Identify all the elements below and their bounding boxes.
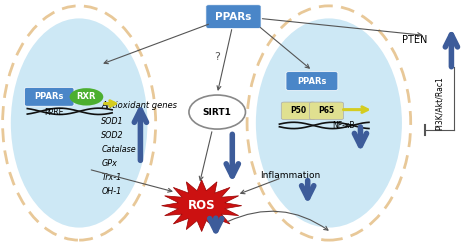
Text: Trx-1: Trx-1 <box>101 173 121 182</box>
Text: Inflammation: Inflammation <box>261 171 321 180</box>
FancyBboxPatch shape <box>25 88 74 106</box>
Text: P65: P65 <box>319 106 335 115</box>
FancyBboxPatch shape <box>281 102 315 120</box>
Text: PPARs: PPARs <box>215 12 252 22</box>
FancyBboxPatch shape <box>206 5 261 28</box>
Text: NF-κB: NF-κB <box>332 121 354 130</box>
Text: SOD1: SOD1 <box>101 117 124 126</box>
Ellipse shape <box>256 18 402 228</box>
Ellipse shape <box>189 95 246 129</box>
Text: Catalase: Catalase <box>101 145 136 154</box>
Text: PPARs: PPARs <box>297 77 327 86</box>
Text: ?: ? <box>214 52 220 62</box>
Text: SOD2: SOD2 <box>101 131 124 140</box>
Text: OH-1: OH-1 <box>101 187 121 197</box>
Ellipse shape <box>11 18 147 228</box>
Text: RXR: RXR <box>77 92 96 101</box>
FancyBboxPatch shape <box>286 72 338 91</box>
Text: P50: P50 <box>290 106 306 115</box>
Text: GPx: GPx <box>101 159 117 168</box>
Text: PTEN: PTEN <box>402 35 427 45</box>
FancyBboxPatch shape <box>310 102 344 120</box>
Ellipse shape <box>70 88 103 106</box>
Text: PPARs: PPARs <box>35 92 64 101</box>
Text: PI3K/Akt/Rac1: PI3K/Akt/Rac1 <box>435 77 444 130</box>
Polygon shape <box>162 180 242 231</box>
Text: PPRE: PPRE <box>45 108 64 117</box>
Text: ROS: ROS <box>188 199 216 212</box>
Text: SIRT1: SIRT1 <box>203 108 232 117</box>
Text: Antioxidant genes: Antioxidant genes <box>101 101 177 110</box>
